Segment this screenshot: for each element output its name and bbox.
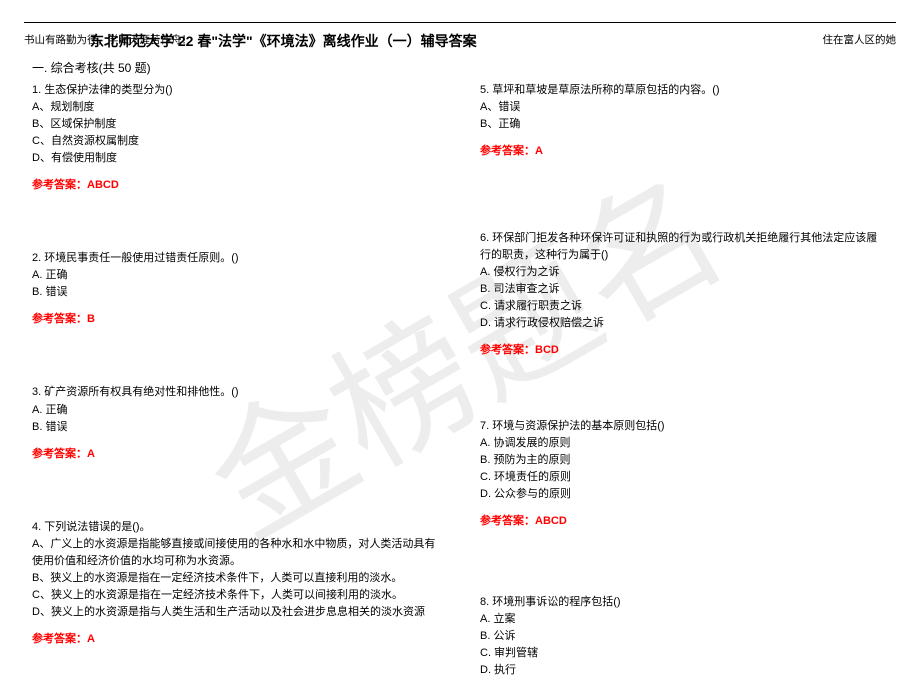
option: C、狭义上的水资源是指在一定经济技术条件下，人类可以间接利用的淡水。 (32, 587, 440, 604)
question-text: 1. 生态保护法律的类型分为() (32, 82, 440, 99)
question-block: 1. 生态保护法律的类型分为()A、规划制度B、区域保护制度C、自然资源权属制度… (32, 82, 440, 194)
answer: 参考答案：B (32, 311, 440, 328)
column-left: 1. 生态保护法律的类型分为()A、规划制度B、区域保护制度C、自然资源权属制度… (32, 82, 440, 699)
question-text: 7. 环境与资源保护法的基本原则包括() (480, 418, 888, 435)
answer: 参考答案：BCD (480, 342, 888, 359)
spacer (32, 483, 440, 519)
answer: 参考答案：ABCD (32, 177, 440, 194)
header-rule (24, 22, 896, 23)
question-text: 6. 环保部门拒发各种环保许可证和执照的行为或行政机关拒绝履行其他法定应该履行的… (480, 230, 888, 264)
option: A、广义上的水资源是指能够直接或间接使用的各种水和水中物质，对人类活动具有使用价… (32, 536, 440, 570)
option: D、狭义上的水资源是指与人类生活和生产活动以及社会进步息息相关的淡水资源 (32, 604, 440, 621)
spacer (480, 380, 888, 418)
question-block: 5. 草坪和草坡是草原法所称的草原包括的内容。()A、错误B、正确参考答案：A (480, 82, 888, 160)
question-text: 5. 草坪和草坡是草原法所称的草原包括的内容。() (480, 82, 888, 99)
option: A、规划制度 (32, 99, 440, 116)
spacer (480, 180, 888, 230)
option: B. 错误 (32, 284, 440, 301)
option: A. 协调发展的原则 (480, 435, 888, 452)
section-heading: 一. 综合考核(共 50 题) (32, 59, 920, 76)
header-right: 住在富人区的她 (823, 32, 897, 47)
question-block: 4. 下列说法错误的是()。A、广义上的水资源是指能够直接或间接使用的各种水和水… (32, 519, 440, 648)
answer: 参考答案：A (32, 631, 440, 648)
question-block: 8. 环境刑事诉讼的程序包括()A. 立案B. 公诉C. 审判管辖D. 执行 (480, 594, 888, 679)
spacer (32, 214, 440, 250)
option: D、有偿使用制度 (32, 150, 440, 167)
option: B. 公诉 (480, 628, 888, 645)
option: C. 审判管辖 (480, 645, 888, 662)
option: B. 预防为主的原则 (480, 452, 888, 469)
question-block: 7. 环境与资源保护法的基本原则包括()A. 协调发展的原则B. 预防为主的原则… (480, 418, 888, 530)
option: C. 环境责任的原则 (480, 469, 888, 486)
option: B. 错误 (32, 419, 440, 436)
option: A. 立案 (480, 611, 888, 628)
spacer (32, 348, 440, 384)
header-left: 书山有路勤为径，学海无涯苦作舟！ (24, 32, 192, 47)
question-text: 8. 环境刑事诉讼的程序包括() (480, 594, 888, 611)
option: D. 公众参与的原则 (480, 486, 888, 503)
page-title: 东北师范大学 22 春"法学"《环境法》离线作业（一）辅导答案 (90, 31, 920, 51)
option: A. 侵权行为之诉 (480, 264, 888, 281)
option: D. 请求行政侵权赔偿之诉 (480, 315, 888, 332)
columns: 1. 生态保护法律的类型分为()A、规划制度B、区域保护制度C、自然资源权属制度… (0, 82, 920, 699)
option: B、狭义上的水资源是指在一定经济技术条件下，人类可以直接利用的淡水。 (32, 570, 440, 587)
question-block: 6. 环保部门拒发各种环保许可证和执照的行为或行政机关拒绝履行其他法定应该履行的… (480, 230, 888, 359)
column-right: 5. 草坪和草坡是草原法所称的草原包括的内容。()A、错误B、正确参考答案：A 6… (480, 82, 888, 699)
question-text: 3. 矿产资源所有权具有绝对性和排他性。() (32, 384, 440, 401)
option: A. 正确 (32, 402, 440, 419)
question-text: 4. 下列说法错误的是()。 (32, 519, 440, 536)
option: D. 执行 (480, 662, 888, 679)
option: B、正确 (480, 116, 888, 133)
option: A、错误 (480, 99, 888, 116)
answer: 参考答案：A (32, 446, 440, 463)
answer: 参考答案：A (480, 143, 888, 160)
option: C. 请求履行职责之诉 (480, 298, 888, 315)
option: B. 司法审查之诉 (480, 281, 888, 298)
option: C、自然资源权属制度 (32, 133, 440, 150)
option: B、区域保护制度 (32, 116, 440, 133)
question-block: 2. 环境民事责任一般使用过错责任原则。()A. 正确B. 错误参考答案：B (32, 250, 440, 328)
question-block: 3. 矿产资源所有权具有绝对性和排他性。()A. 正确B. 错误参考答案：A (32, 384, 440, 462)
answer: 参考答案：ABCD (480, 513, 888, 530)
spacer (480, 550, 888, 594)
question-text: 2. 环境民事责任一般使用过错责任原则。() (32, 250, 440, 267)
option: A. 正确 (32, 267, 440, 284)
